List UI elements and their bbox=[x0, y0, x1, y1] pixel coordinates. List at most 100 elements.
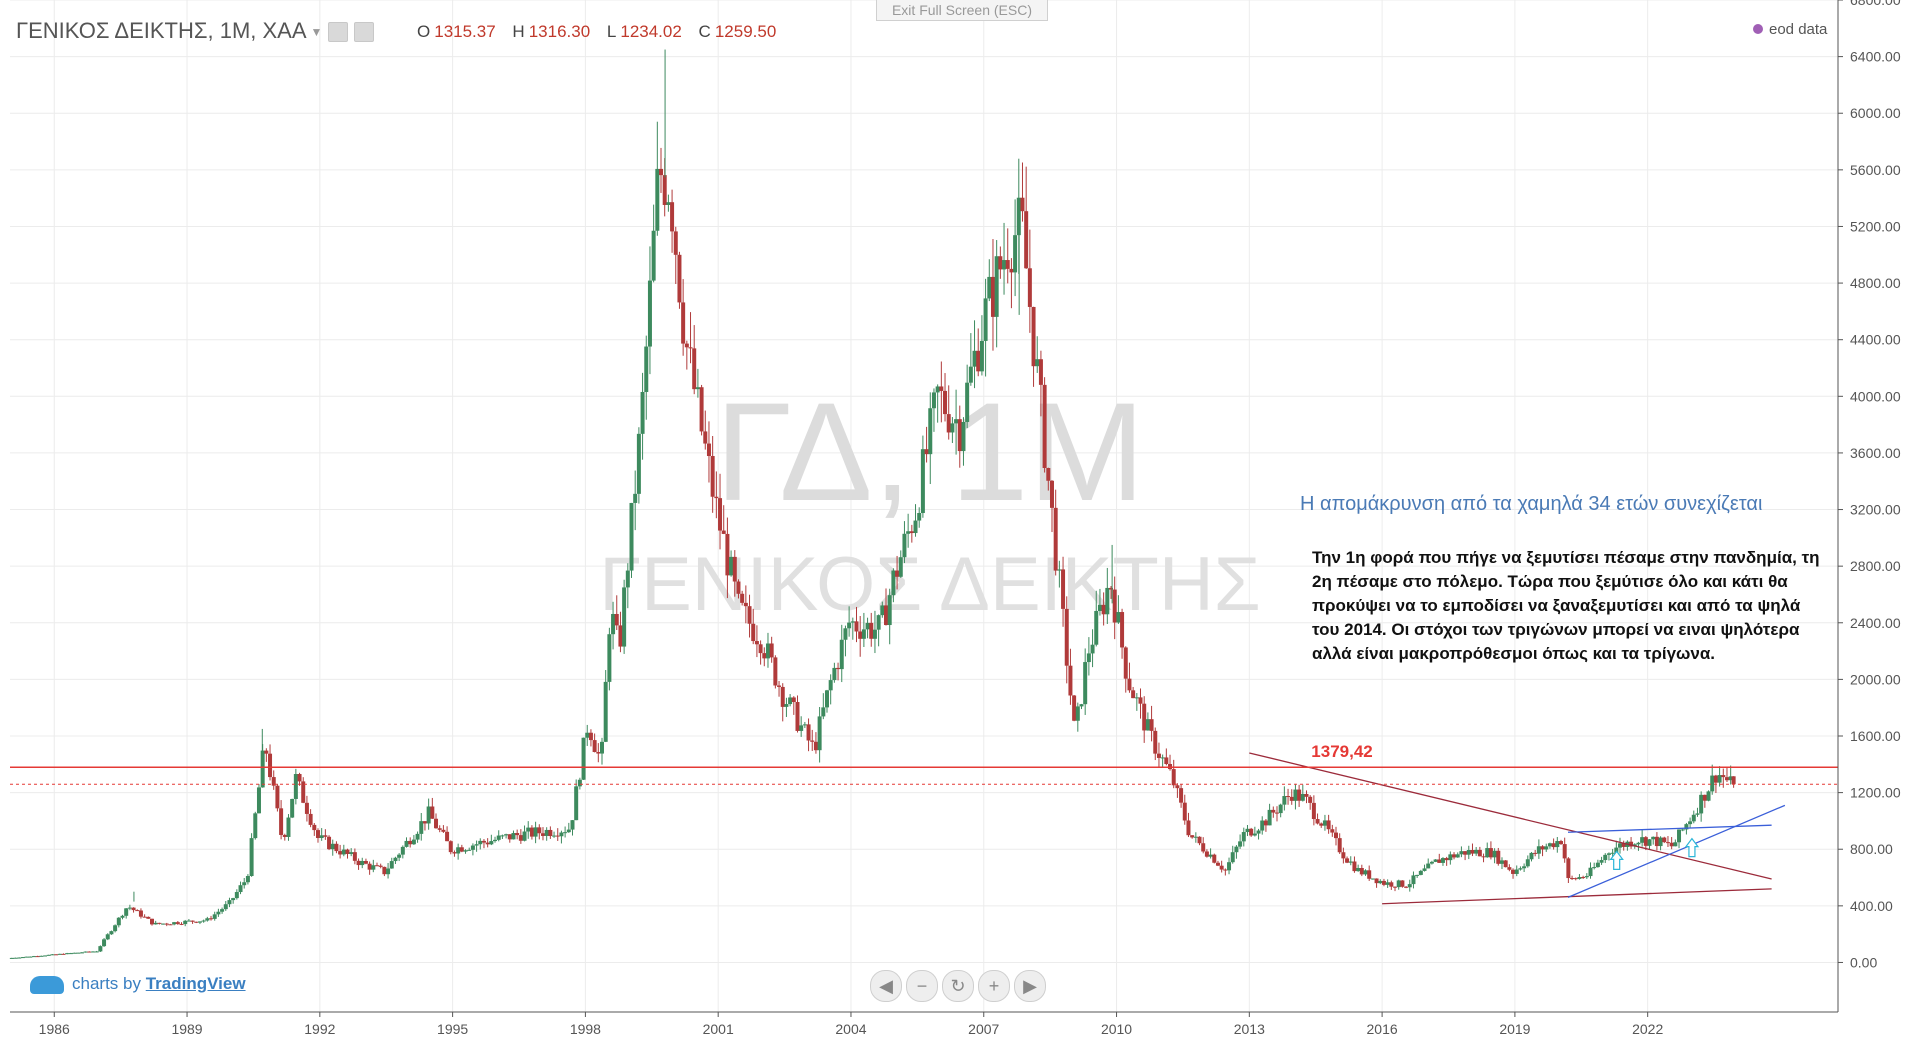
candle-body bbox=[858, 631, 863, 639]
scroll-left-button[interactable]: ◀ bbox=[870, 970, 902, 1002]
candle-body bbox=[1072, 695, 1077, 721]
candle-body bbox=[1440, 858, 1445, 863]
candle-body bbox=[1186, 820, 1191, 836]
candle-body bbox=[183, 920, 188, 925]
chevron-down-icon[interactable]: ▼ bbox=[310, 25, 323, 40]
candle-body bbox=[1499, 860, 1504, 864]
candle-body bbox=[131, 907, 136, 911]
candle-body bbox=[1422, 868, 1427, 871]
trendline-upper bbox=[1567, 824, 1772, 833]
candle-body bbox=[1352, 861, 1357, 872]
candle-body bbox=[386, 868, 391, 875]
candle-body bbox=[109, 931, 114, 935]
candle-body bbox=[566, 829, 571, 833]
candle-body bbox=[1182, 802, 1187, 821]
candle-body bbox=[1724, 777, 1729, 781]
zoom-in-button[interactable]: + bbox=[978, 970, 1010, 1002]
candle-body bbox=[762, 653, 767, 659]
candle-body bbox=[72, 952, 77, 954]
candle-body bbox=[1079, 704, 1084, 707]
candle-body bbox=[821, 707, 826, 717]
candle-body bbox=[1179, 788, 1184, 803]
candle-body bbox=[1197, 836, 1202, 844]
candle-body bbox=[1680, 829, 1685, 831]
candle-body bbox=[1322, 820, 1327, 826]
candle-body bbox=[290, 798, 295, 818]
ohlc-o-value: 1315.37 bbox=[434, 22, 496, 41]
candle-body bbox=[194, 921, 199, 923]
candle-body bbox=[806, 724, 811, 741]
candle-body bbox=[175, 922, 180, 924]
trendlines[interactable] bbox=[1249, 752, 1786, 905]
candle-body bbox=[1112, 589, 1117, 623]
candle-body bbox=[1068, 665, 1073, 696]
symbol-title[interactable]: ΓΕΝΙΚΟΣ ΔΕΙΚΤΗΣ, 1M, ΧΑΑ bbox=[16, 18, 307, 43]
candle-body bbox=[1717, 775, 1722, 783]
candle-body bbox=[765, 643, 770, 659]
candle-body bbox=[688, 347, 693, 349]
candle-body bbox=[1061, 569, 1066, 609]
candle-body bbox=[102, 939, 107, 947]
arrow-up-icon bbox=[1684, 837, 1700, 858]
candle-body bbox=[57, 953, 62, 955]
candle-body bbox=[474, 844, 479, 846]
candle-body bbox=[238, 885, 243, 893]
exit-fullscreen-button[interactable]: Exit Full Screen (ESC) bbox=[876, 0, 1048, 21]
branding-name[interactable]: TradingView bbox=[145, 974, 246, 993]
candle-body bbox=[1263, 820, 1268, 826]
scroll-right-button[interactable]: ▶ bbox=[1014, 970, 1046, 1002]
tradingview-branding[interactable]: charts by TradingView bbox=[30, 974, 246, 994]
candle-body bbox=[1470, 849, 1475, 854]
candle-body bbox=[1558, 841, 1563, 845]
candle-body bbox=[751, 623, 756, 642]
zoom-out-button[interactable]: − bbox=[906, 970, 938, 1002]
candle-body bbox=[13, 957, 18, 959]
candle-body bbox=[1341, 852, 1346, 859]
candle-body bbox=[1536, 846, 1541, 854]
candle-body bbox=[1595, 862, 1600, 868]
candle-body bbox=[861, 629, 866, 639]
candle-body bbox=[456, 847, 461, 854]
eye-icon[interactable] bbox=[328, 22, 349, 43]
candle-body bbox=[1005, 260, 1010, 269]
candle-body bbox=[836, 667, 841, 670]
candle-body bbox=[1710, 775, 1715, 792]
candle-body bbox=[570, 820, 575, 830]
candle-body bbox=[419, 821, 424, 834]
candle-body bbox=[231, 898, 236, 901]
candle-body bbox=[784, 704, 789, 707]
candle-body bbox=[994, 256, 999, 317]
candle-body bbox=[1533, 852, 1538, 854]
annotation-title[interactable]: Η απομάκρυνση από τα χαμηλά 34 ετών συνε… bbox=[1300, 493, 1763, 515]
candle-body bbox=[146, 916, 151, 919]
candle-body bbox=[1286, 796, 1291, 798]
candle-body bbox=[46, 954, 51, 956]
candle-body bbox=[9, 957, 14, 959]
candle-body bbox=[161, 923, 166, 925]
candle-body bbox=[397, 854, 402, 858]
candle-body bbox=[681, 302, 686, 344]
x-tick-label: 2004 bbox=[835, 1021, 866, 1037]
candle-body bbox=[127, 907, 132, 909]
candle-body bbox=[1075, 706, 1080, 721]
candle-body bbox=[382, 866, 387, 875]
candle-body bbox=[1426, 863, 1431, 869]
candle-body bbox=[957, 419, 962, 452]
candle-body bbox=[422, 821, 427, 824]
candle-body bbox=[242, 882, 247, 886]
candle-body bbox=[548, 829, 553, 837]
candle-body bbox=[1643, 837, 1648, 846]
candle-body bbox=[1437, 859, 1442, 863]
settings-icon[interactable] bbox=[354, 22, 375, 43]
candle-body bbox=[330, 843, 335, 850]
reset-zoom-button[interactable]: ↻ bbox=[942, 970, 974, 1002]
candle-body bbox=[1669, 842, 1674, 847]
candle-body bbox=[253, 813, 258, 839]
annotation-text[interactable]: Την 1η φορά που πήγε να ξεμυτίσει πέσαμε… bbox=[1312, 548, 1820, 663]
candle-body bbox=[1407, 884, 1412, 888]
candle-body bbox=[327, 836, 332, 850]
candle-body bbox=[245, 875, 250, 883]
candle-body bbox=[1658, 837, 1663, 847]
candle-body bbox=[1673, 842, 1678, 847]
